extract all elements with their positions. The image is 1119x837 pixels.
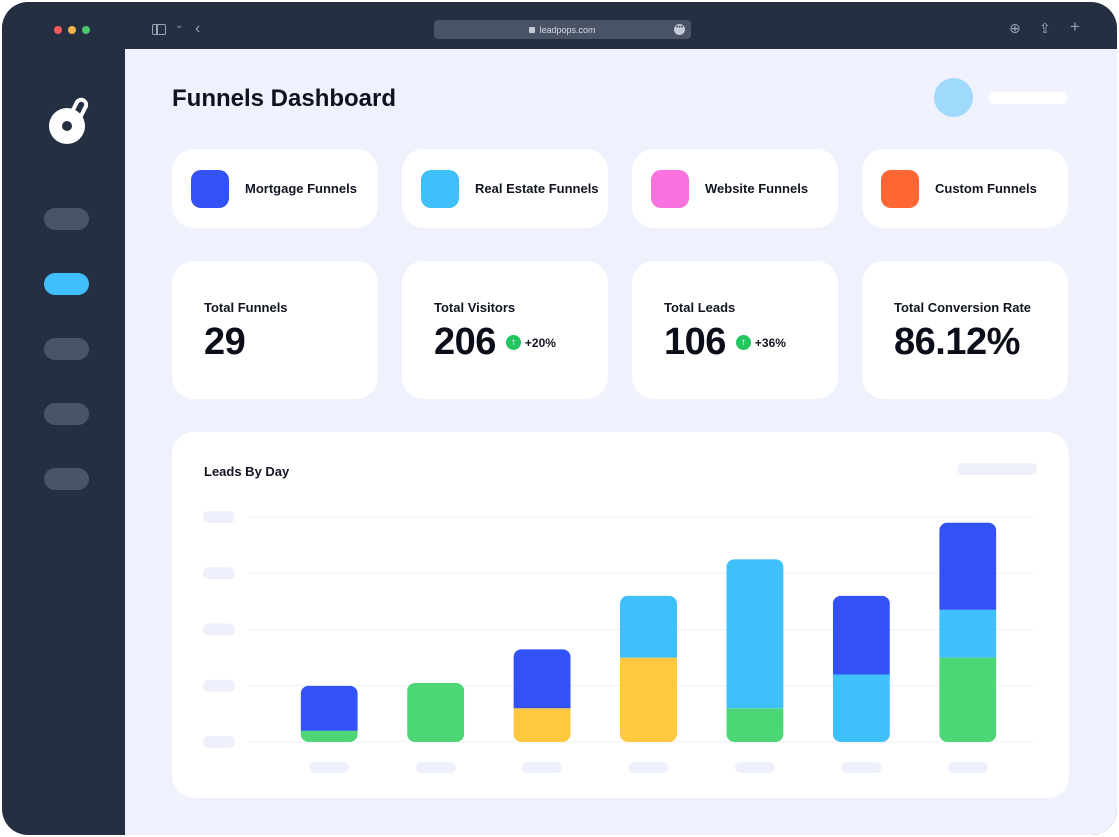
funnel-card-website[interactable]: Website Funnels [632,149,838,228]
address-bar[interactable]: leadpops.com ••• [434,20,691,39]
bar-segment [939,522,997,610]
bar-segment [939,657,997,742]
bar-segment [300,685,358,731]
x-tick-label-placeholder [522,762,563,773]
funnel-label: Real Estate Funnels [475,181,599,196]
x-tick-label-placeholder [628,762,669,773]
funnel-card-real-estate[interactable]: Real Estate Funnels [402,149,608,228]
y-tick-label-placeholder [203,623,235,636]
maximize-window-button[interactable] [82,26,90,34]
bar-segment [513,649,571,709]
y-tick-label-placeholder [203,511,235,523]
leadpops-logo [49,97,89,144]
stat-delta-text: +36% [754,335,786,350]
bar-segment [939,609,997,658]
bar-stack [726,559,784,742]
x-tick-label-placeholder [841,762,882,773]
sidebar-item-5[interactable] [44,468,89,490]
x-tick-label-placeholder [415,762,456,773]
bar-stack [300,685,358,742]
minimize-window-button[interactable] [68,26,76,34]
main-content: Funnels Dashboard Mortgage Funnels Real … [125,49,1117,835]
stat-value: 29 [204,321,246,363]
funnel-label: Mortgage Funnels [245,181,357,196]
leads-by-day-chart-card: Leads By Day [172,432,1069,798]
sidebar-item-4[interactable] [44,403,89,425]
arrow-up-icon: ↑ [505,335,521,350]
stat-label: Total Conversion Rate [894,300,1032,315]
funnel-card-custom[interactable]: Custom Funnels [862,149,1068,228]
funnel-label: Custom Funnels [935,181,1037,196]
stat-value: 206 [434,321,496,363]
new-tab-icon[interactable]: + [1070,17,1080,36]
x-tick-label-placeholder [947,762,988,773]
bar-segment [300,730,358,742]
leads-by-day-chart [203,511,1034,773]
stat-label: Total Funnels [204,300,288,315]
chart-title: Leads By Day [204,464,290,479]
back-arrow-icon[interactable]: ‹ [195,20,201,37]
user-name-placeholder [988,92,1068,104]
stat-label: Total Visitors [434,300,516,315]
funnel-color-swatch [421,169,459,208]
window-controls [54,26,90,34]
stat-card-total-leads: Total Leads 106 ↑ +36% [632,261,838,399]
y-tick-label-placeholder [203,736,235,748]
y-tick-label-placeholder [203,679,235,692]
funnel-card-mortgage[interactable]: Mortgage Funnels [172,149,378,228]
stat-card-total-visitors: Total Visitors 206 ↑ +20% [402,261,608,399]
sidebar-toggle-icon[interactable] [152,24,166,35]
bar-segment [407,682,465,742]
lock-icon [529,26,536,33]
x-tick-label-placeholder [734,762,775,773]
arrow-up-icon: ↑ [735,335,751,350]
funnel-color-swatch [191,169,229,208]
bar-stack [939,522,997,742]
bar-stack [513,649,571,742]
stat-card-total-funnels: Total Funnels 29 [172,261,378,399]
close-window-button[interactable] [54,26,62,34]
bar-segment [832,595,890,675]
bar-stack [407,682,465,742]
sidebar-item-dashboard[interactable] [44,273,89,295]
stat-delta-text: +20% [524,335,556,350]
stat-delta: ↑ +36% [735,335,786,350]
bar-segment [726,559,784,709]
bar-segment [832,674,890,742]
funnel-color-swatch [651,169,689,208]
more-options-icon[interactable]: ••• [674,24,685,35]
url-text: leadpops.com [539,24,596,35]
funnel-label: Website Funnels [705,181,809,196]
bar-segment [513,708,571,742]
stat-value: 106 [664,321,726,363]
x-tick-label-placeholder [309,762,350,773]
bar-segment [620,657,677,742]
share-icon[interactable]: ⇪ [1039,20,1051,36]
page-title: Funnels Dashboard [172,85,397,112]
funnel-color-swatch [881,169,919,208]
bar-segment [726,708,784,742]
stat-value: 86.12% [894,321,1020,363]
download-icon[interactable]: ⊕ [1009,20,1021,36]
sidebar-item-3[interactable] [44,338,89,360]
stat-card-conversion-rate: Total Conversion Rate 86.12% [862,261,1068,399]
stat-label: Total Leads [664,300,736,315]
sidebar-item-1[interactable] [44,208,89,230]
avatar[interactable] [934,78,973,117]
y-tick-label-placeholder [203,567,235,580]
chevron-down-icon[interactable]: ⌄ [175,20,184,31]
stat-delta: ↑ +20% [505,335,556,350]
bar-segment [620,595,677,658]
chart-filter-placeholder[interactable] [957,463,1037,475]
bar-stack [620,595,677,742]
bar-stack [832,595,890,742]
